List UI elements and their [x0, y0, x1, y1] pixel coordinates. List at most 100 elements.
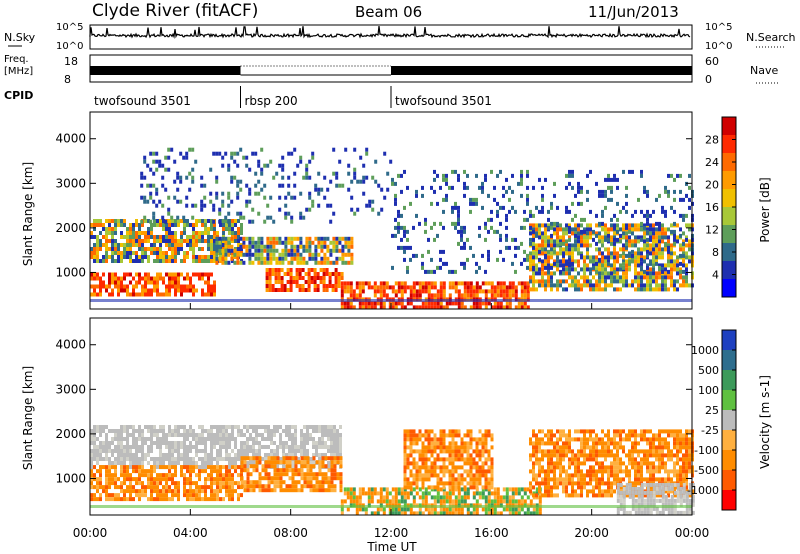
vel-data-cell: [267, 445, 270, 449]
vel-data-cell: [339, 453, 342, 457]
power-data-cell: [394, 217, 397, 222]
vel-data-cell: [321, 456, 325, 461]
vel-data-cell: [430, 437, 434, 442]
vel-data-cell: [562, 445, 565, 450]
vel-data-cell: [562, 433, 565, 438]
vel-data-cell: [264, 453, 267, 457]
vel-data-cell: [153, 469, 156, 474]
power-data-cell: [643, 235, 646, 240]
power-data-cell: [391, 181, 394, 186]
power-data-cell: [574, 283, 577, 288]
power-data-cell: [649, 213, 652, 218]
power-data-cell: [655, 261, 658, 266]
power-data-cell: [189, 276, 192, 281]
power-data-cell: [129, 239, 132, 243]
power-data-cell: [391, 305, 395, 310]
vel-data-cell: [240, 473, 243, 478]
power-data-cell: [556, 267, 559, 272]
vel-data-cell: [321, 441, 324, 445]
power-data-cell: [436, 293, 440, 298]
power-data-cell: [358, 293, 362, 298]
power-data-cell: [167, 147, 171, 152]
vel-data-cell: [481, 469, 485, 474]
vel-data-cell: [448, 491, 452, 496]
power-data-cell: [529, 231, 532, 236]
vel-data-cell: [264, 445, 267, 449]
power-data-cell: [213, 288, 216, 293]
vel-data-cell: [267, 460, 271, 465]
vel-data-cell: [415, 437, 419, 442]
power-data-cell: [152, 171, 156, 176]
power-data-cell: [682, 217, 685, 222]
vel-data-cell: [339, 464, 343, 469]
power-data-cell: [463, 261, 466, 266]
power-data-cell: [245, 199, 249, 204]
vel-data-cell: [336, 476, 340, 481]
power-data-cell: [236, 256, 240, 261]
power-data-cell: [370, 305, 374, 310]
power-data-cell: [424, 221, 427, 226]
power-data-cell: [236, 195, 240, 200]
power-data-cell: [421, 265, 424, 270]
vel-data-cell: [535, 511, 539, 516]
power-data-cell: [350, 195, 354, 200]
vel-data-cell: [306, 433, 309, 437]
power-data-cell: [379, 301, 383, 306]
power-data-cell: [400, 245, 403, 250]
power-data-cell: [610, 239, 613, 244]
power-data-cell: [445, 301, 449, 306]
vel-data-cell: [159, 457, 162, 461]
power-data-cell: [272, 236, 276, 241]
power-data-cell: [305, 171, 309, 176]
power-data-cell: [99, 284, 102, 289]
power-data-cell: [356, 207, 360, 212]
vel-data-cell: [162, 497, 165, 502]
vel-data-cell: [246, 429, 249, 433]
vel-data-cell: [358, 507, 362, 512]
power-data-cell: [150, 280, 153, 285]
vel-data-cell: [448, 481, 452, 486]
vel-data-cell: [472, 449, 476, 454]
vel-data-cell: [514, 511, 518, 516]
power-data-cell: [634, 243, 637, 248]
power-data-cell: [571, 201, 574, 206]
power-data-cell: [676, 279, 679, 284]
vel-data-cell: [330, 472, 334, 477]
power-data-cell: [418, 221, 421, 226]
power-data-cell: [177, 243, 180, 247]
vel-data-cell: [204, 441, 207, 445]
power-data-cell: [263, 244, 267, 249]
power-data-cell: [105, 259, 108, 263]
vel-data-cell: [493, 495, 497, 500]
power-data-cell: [583, 263, 586, 268]
power-data-cell: [290, 236, 294, 241]
power-data-cell: [350, 260, 354, 265]
vel-data-cell: [267, 488, 271, 493]
power-data-cell: [601, 255, 604, 260]
power-data-cell: [412, 285, 416, 290]
power-data-cell: [192, 235, 195, 239]
vel-data-cell: [418, 477, 422, 482]
power-data-cell: [559, 247, 562, 252]
power-data-cell: [167, 211, 171, 216]
power-data-cell: [240, 247, 243, 251]
vel-data-cell: [553, 493, 556, 498]
vel-data-cell: [270, 441, 273, 445]
vel-data-cell: [171, 477, 174, 482]
power-data-cell: [347, 171, 351, 176]
vel-data-cell: [126, 429, 129, 433]
power-data-cell: [141, 231, 144, 235]
power-data-cell: [406, 245, 409, 250]
vel-data-cell: [162, 441, 165, 445]
vel-data-cell: [90, 465, 93, 469]
vel-data-cell: [430, 507, 434, 512]
vel-data-cell: [195, 437, 198, 441]
power-data-cell: [481, 289, 485, 294]
vel-data-cell: [460, 481, 464, 486]
vel-data-cell: [550, 461, 553, 466]
power-data-cell: [204, 259, 207, 263]
power-data-cell: [442, 261, 445, 266]
power-data-cell: [177, 272, 180, 277]
vel-data-cell: [430, 485, 434, 490]
vel-data-cell: [409, 507, 413, 512]
